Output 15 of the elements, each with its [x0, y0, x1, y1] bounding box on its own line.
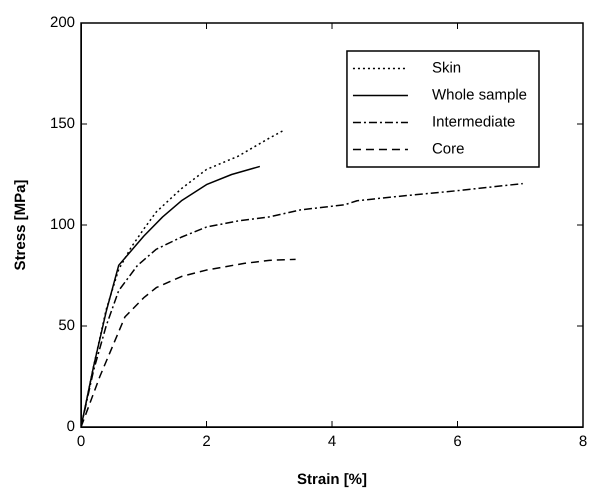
y-tick-label: 50 [58, 317, 76, 334]
x-tick-label: 6 [453, 433, 462, 450]
y-tick-label: 100 [50, 216, 76, 234]
x-axis-title: Strain [%] [297, 471, 368, 488]
legend-label: Intermediate [432, 114, 516, 131]
x-tick-label: 4 [328, 433, 336, 450]
legend-label: Whole sample [432, 86, 528, 104]
x-tick-label: 2 [202, 433, 211, 450]
y-axis-title: Stress [MPa] [12, 180, 30, 270]
y-tick-label: 150 [50, 115, 76, 132]
y-tick-label: 200 [50, 14, 76, 32]
legend-label: Core [432, 140, 464, 158]
legend-label: Skin [432, 60, 462, 77]
x-tick-label: 8 [578, 433, 588, 450]
y-tick-label: 0 [66, 418, 76, 436]
